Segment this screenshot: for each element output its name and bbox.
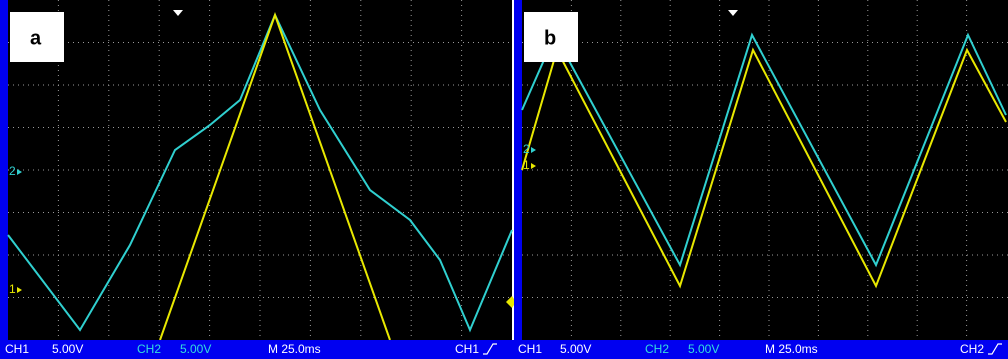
channel-marker: 2 bbox=[9, 164, 16, 178]
status-trigger-source: CH1 bbox=[455, 342, 479, 356]
left-strip bbox=[0, 0, 8, 359]
status-ch2-scale: 5.00V bbox=[688, 342, 719, 356]
status-ch1: CH1 bbox=[518, 342, 542, 356]
status-ch2: CH2 bbox=[645, 342, 669, 356]
status-ch1: CH1 bbox=[5, 342, 29, 356]
channel-marker: 2 bbox=[523, 142, 530, 156]
screen bbox=[522, 0, 1008, 340]
panel-label: b bbox=[544, 27, 556, 49]
status-ch1-scale: 5.00V bbox=[560, 342, 591, 356]
scope-panel: 2 1 a CH1 5.00V CH2 5.00V M 25.0ms CH1 bbox=[0, 0, 516, 359]
status-ch2-scale: 5.00V bbox=[180, 342, 211, 356]
channel-marker: 1 bbox=[523, 158, 530, 172]
status-ch1-scale: 5.00V bbox=[52, 342, 83, 356]
oscilloscope-figure: 2 1 a CH1 5.00V CH2 5.00V M 25.0ms CH1 2 1 b CH1 5.00… bbox=[0, 0, 1008, 359]
channel-marker: 1 bbox=[9, 282, 16, 296]
panel-label: a bbox=[30, 27, 42, 49]
scope-panel: 2 1 b CH1 5.00V CH2 5.00V M 25.0ms CH2 bbox=[514, 0, 1008, 359]
status-timebase: M 25.0ms bbox=[765, 342, 818, 356]
status-timebase: M 25.0ms bbox=[268, 342, 321, 356]
status-trigger-source: CH2 bbox=[960, 342, 984, 356]
left-strip bbox=[514, 0, 522, 359]
status-ch2: CH2 bbox=[137, 342, 161, 356]
